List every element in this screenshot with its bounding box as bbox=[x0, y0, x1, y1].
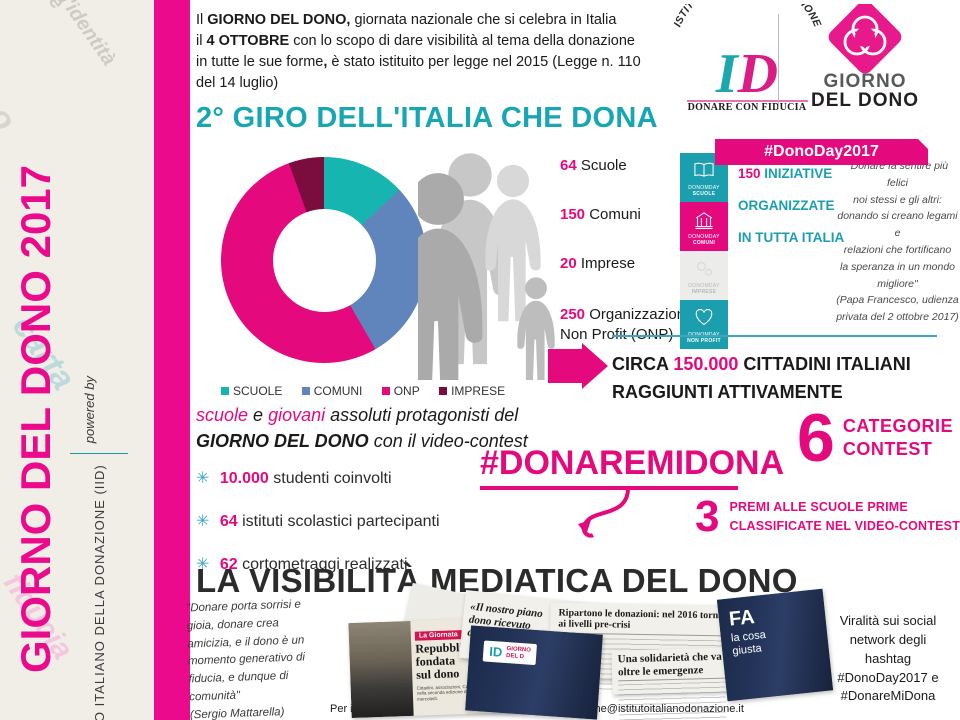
svg-text:GIORNO: GIORNO bbox=[823, 71, 906, 92]
svg-text:DEL DONO: DEL DONO bbox=[811, 90, 919, 111]
